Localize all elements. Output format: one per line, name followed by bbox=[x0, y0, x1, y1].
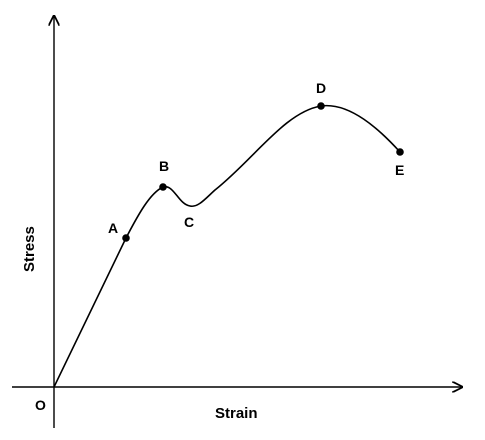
y-axis-label: Stress bbox=[21, 226, 38, 272]
point-d-label: D bbox=[316, 80, 326, 96]
point-a-label: A bbox=[108, 220, 118, 236]
x-axis-label: Strain bbox=[215, 405, 258, 422]
point-c-label: C bbox=[184, 214, 194, 230]
origin-label: O bbox=[35, 397, 46, 413]
stress-strain-curve bbox=[53, 104, 401, 388]
point-e-label: E bbox=[395, 162, 404, 178]
point-d-marker bbox=[317, 102, 325, 110]
point-b-label: B bbox=[159, 158, 169, 174]
point-a-marker bbox=[122, 234, 130, 242]
point-e-marker bbox=[396, 148, 404, 156]
point-b-marker bbox=[159, 183, 167, 191]
